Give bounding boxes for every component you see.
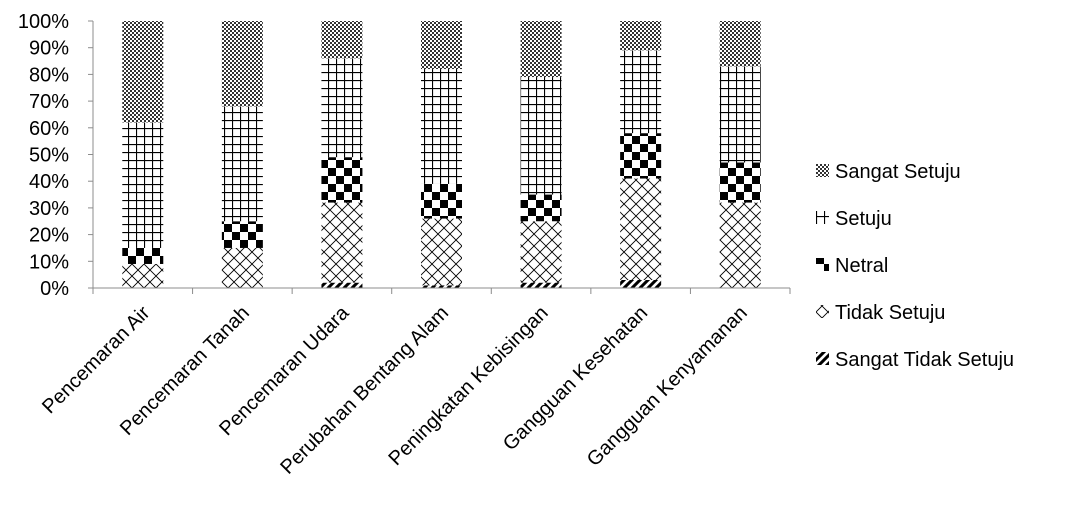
bar-segment: [421, 218, 462, 286]
legend-swatch: [816, 352, 829, 365]
bar-segment: [620, 279, 662, 288]
legend-label: Netral: [835, 255, 888, 277]
bar-stack: [620, 21, 662, 288]
y-tick-label: 20%: [29, 225, 69, 247]
bar-segment: [221, 106, 263, 222]
bar-stack: [421, 21, 462, 288]
bar-segment: [520, 282, 562, 288]
bar-segment: [620, 178, 662, 280]
bar-segment: [520, 194, 562, 222]
bar-segment: [520, 77, 562, 195]
legend-swatch: [816, 164, 829, 177]
bar-segment: [620, 21, 662, 51]
bar-segment: [221, 221, 263, 248]
legend-item: Sangat Tidak Setuju: [816, 349, 1014, 371]
y-tick-label: 50%: [29, 145, 69, 167]
bar-segment: [321, 21, 363, 59]
y-tick-label: 90%: [29, 38, 69, 60]
legend-swatch: [816, 305, 829, 318]
y-axis: 0% 10% 20% 30% 40% 50% 60% 70% 80% 90% 100%: [18, 11, 94, 300]
legend-swatch: [816, 211, 829, 224]
y-tick-label: 80%: [29, 64, 69, 86]
legend-item: Setuju: [816, 208, 892, 230]
bar-stack: [221, 21, 263, 288]
bar-segment: [221, 21, 263, 107]
bar-segment: [620, 133, 662, 179]
bar-segment: [719, 202, 761, 288]
bar-segment: [719, 66, 761, 163]
y-tick-label: 40%: [29, 171, 69, 193]
legend-label: Tidak Setuju: [835, 302, 945, 324]
legend-item: Sangat Setuju: [816, 161, 961, 183]
y-tick-label: 100%: [18, 11, 69, 33]
legend-item: Tidak Setuju: [816, 302, 945, 324]
bar-segment: [321, 58, 363, 158]
bar-segment: [321, 282, 363, 288]
y-tick-label: 30%: [29, 198, 69, 220]
bar-segment: [520, 221, 562, 283]
bar-segment: [122, 21, 164, 123]
bar-stack: [321, 21, 363, 288]
bar-segment: [122, 247, 164, 264]
x-tick-label: Pencemaran Air: [38, 302, 154, 418]
legend-item: Netral: [816, 255, 888, 277]
bar-segment: [421, 21, 462, 70]
legend: Sangat Setuju Setuju Netral Tidak Setuju San…: [816, 161, 1014, 371]
y-tick-label: 60%: [29, 118, 69, 140]
bar-stack: [520, 21, 562, 288]
legend-label: Sangat Setuju: [835, 161, 961, 183]
bar-segment: [620, 50, 662, 134]
bar-stack: [122, 21, 164, 288]
bar-segment: [421, 285, 462, 288]
bar-segment: [421, 183, 462, 219]
y-tick-label: 70%: [29, 91, 69, 113]
bar-segment: [321, 202, 363, 283]
x-tick-label: Peningkatan Kebisingan: [385, 302, 553, 470]
legend-label: Sangat Tidak Setuju: [835, 349, 1014, 371]
x-tick-label: Gangguan Kenyamanan: [583, 302, 752, 471]
bar-stack: [719, 21, 761, 288]
bars: [122, 21, 761, 288]
legend-label: Setuju: [835, 208, 892, 230]
y-tick-label: 0%: [40, 278, 69, 300]
bar-segment: [221, 247, 263, 288]
bar-segment: [520, 21, 562, 78]
legend-swatch: [816, 258, 829, 271]
bar-segment: [421, 69, 462, 184]
bar-segment: [719, 21, 761, 67]
bar-segment: [321, 157, 363, 203]
bar-segment: [719, 162, 761, 203]
bar-segment: [122, 263, 164, 288]
y-tick-label: 10%: [29, 251, 69, 273]
bar-segment: [122, 122, 164, 248]
x-tick-label: Perubahan Bentang Alam: [276, 302, 453, 479]
